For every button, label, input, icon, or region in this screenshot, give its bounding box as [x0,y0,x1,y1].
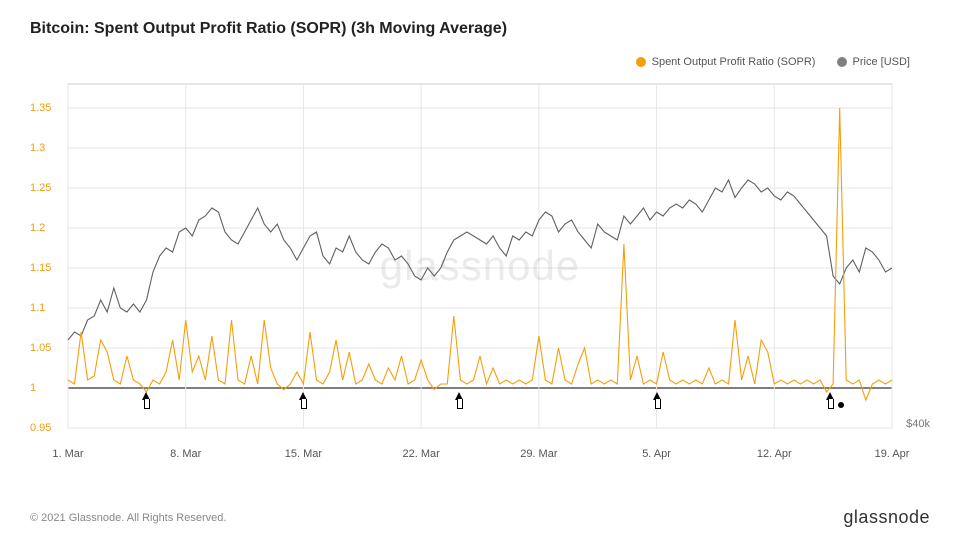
chart-area: glassnode 0.9511.051.11.151.21.251.31.35… [30,76,930,456]
chart-legend: Spent Output Profit Ratio (SOPR) Price [… [30,56,930,70]
x-tick-label: 19. Apr [875,448,910,460]
x-tick-label: 8. Mar [170,448,201,460]
annotation-arrow-icon [824,392,836,410]
annotation-arrow-icon [140,392,152,410]
legend-price: Price [USD] [837,56,910,68]
x-tick-label: 29. Mar [520,448,557,460]
x-tick-label: 15. Mar [285,448,322,460]
y-tick-label: 1.25 [30,182,51,194]
annotation-arrow-icon [297,392,309,410]
y-tick-label: 1 [30,382,36,394]
y-tick-label: 1.2 [30,222,45,234]
y-tick-label: 1.15 [30,262,51,274]
annotation-arrow-icon [453,392,465,410]
y-tick-label: 1.05 [30,342,51,354]
chart-svg [30,76,930,456]
y-tick-label: 1.1 [30,302,45,314]
y-tick-label: 0.95 [30,422,51,434]
y-tick-label: 1.35 [30,102,51,114]
legend-price-dot [837,57,847,67]
legend-price-label: Price [USD] [853,56,910,68]
chart-title: Bitcoin: Spent Output Profit Ratio (SOPR… [30,20,930,38]
y-tick-label: 1.3 [30,142,45,154]
x-tick-label: 12. Apr [757,448,792,460]
footer-brand: glassnode [843,507,930,528]
footer-copyright: © 2021 Glassnode. All Rights Reserved. [30,512,226,524]
y2-tick-label: $40k [906,418,930,430]
x-tick-label: 22. Mar [402,448,439,460]
x-tick-label: 5. Apr [642,448,671,460]
x-tick-label: 1. Mar [52,448,83,460]
annotation-dot-icon [838,402,844,408]
legend-sopr-label: Spent Output Profit Ratio (SOPR) [652,56,816,68]
legend-sopr: Spent Output Profit Ratio (SOPR) [636,56,816,68]
legend-sopr-dot [636,57,646,67]
annotation-arrow-icon [651,392,663,410]
